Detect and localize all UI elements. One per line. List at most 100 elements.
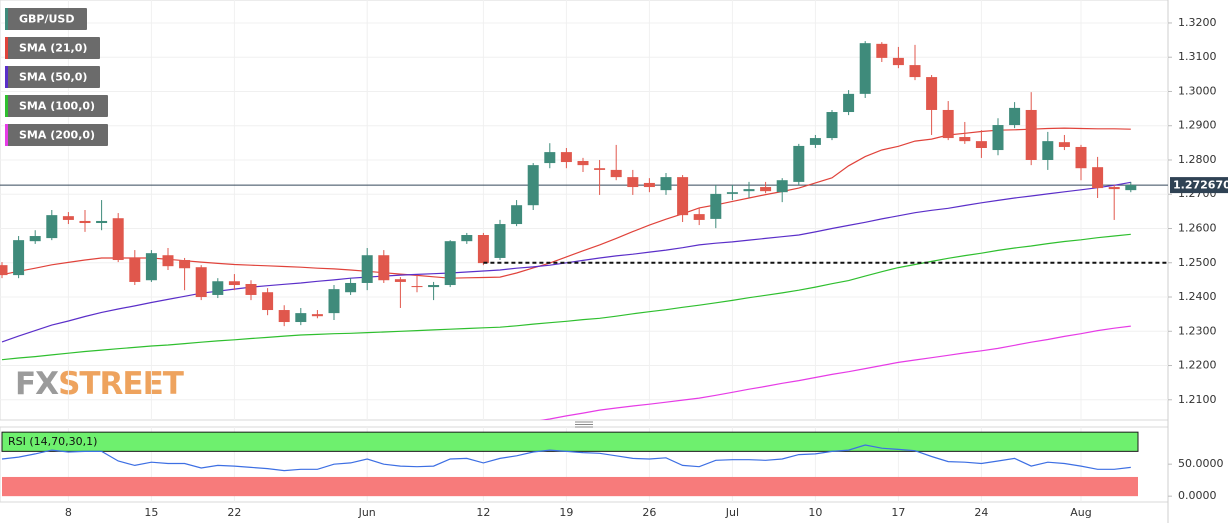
candle-body [145, 253, 157, 281]
candle-body [859, 43, 871, 94]
candle-body [577, 161, 589, 166]
x-tick-label: 17 [891, 506, 905, 519]
sma-line [1, 181, 1131, 343]
legend-label: SMA (21,0) [19, 42, 87, 55]
legend-box [5, 66, 100, 88]
y-tick-label: 1.2800 [1178, 153, 1217, 166]
legend-label: GBP/USD [19, 13, 74, 26]
candle-body [477, 235, 489, 264]
candle-body [1108, 187, 1120, 190]
candle-body [959, 137, 971, 142]
rsi-line [1, 444, 1131, 472]
candle-body [1025, 109, 1037, 160]
legend-box [5, 8, 87, 30]
legend-swatch [5, 95, 8, 117]
candle-body [494, 224, 506, 258]
candle-body [627, 177, 639, 188]
x-tick-label: 19 [559, 506, 573, 519]
y-tick-label: 1.2400 [1178, 290, 1217, 303]
candle-body [892, 57, 904, 66]
candle-body [129, 257, 141, 282]
candle-body [444, 241, 456, 286]
candle-body [1075, 146, 1087, 169]
candle-body [511, 205, 523, 225]
rsi-tick-label: 50.0000 [1178, 457, 1224, 470]
candle-body [527, 165, 539, 206]
candle-body [195, 267, 207, 298]
candle-body [760, 187, 772, 192]
candle-body [461, 235, 473, 242]
candle-body [677, 177, 689, 216]
legend-swatch [5, 66, 8, 88]
candle-body [975, 141, 987, 148]
rsi-plot [1, 427, 1139, 502]
y-tick-label: 1.2300 [1178, 324, 1217, 337]
candle-body [13, 240, 25, 276]
sma-line [1, 127, 1131, 279]
candle-body [726, 192, 738, 194]
legend-label: SMA (100,0) [19, 100, 95, 113]
candle-body [0, 265, 8, 276]
y-tick-label: 1.2900 [1178, 119, 1217, 132]
x-tick-label: Jun [358, 506, 376, 519]
candle-body [1009, 107, 1021, 126]
x-tick-label: 15 [144, 506, 158, 519]
y-tick-label: 1.2600 [1178, 221, 1217, 234]
candle-body [1042, 141, 1054, 160]
candle-body [428, 285, 440, 288]
candle-body [46, 215, 58, 239]
candle-body [992, 125, 1004, 151]
candle-body [643, 182, 655, 188]
candle-body [328, 289, 340, 314]
watermark: FXSTREET [15, 366, 184, 402]
candle-body [411, 286, 423, 288]
last-price-box [1170, 177, 1228, 194]
legend-label: SMA (200,0) [19, 129, 95, 142]
candle-body [1092, 167, 1104, 189]
legend-label: SMA (50,0) [19, 71, 87, 84]
rsi-label: RSI (14,70,30,1) [8, 435, 97, 448]
legend-box [5, 37, 100, 59]
candle-body [776, 180, 788, 193]
candle-body [693, 214, 705, 220]
candle-body [62, 216, 74, 220]
rsi-tick-label: 0.0000 [1178, 489, 1217, 502]
sma-line [539, 325, 1131, 420]
candle-body [909, 65, 921, 78]
candle-body [394, 279, 406, 282]
candle-body [311, 314, 323, 317]
x-tick-label: 12 [476, 506, 490, 519]
candle-body [179, 260, 191, 269]
candle-body [228, 281, 240, 286]
legend-swatch [5, 37, 8, 59]
y-tick-label: 1.2200 [1178, 359, 1217, 372]
candle-body [378, 255, 390, 281]
candle-body [262, 292, 274, 311]
candle-body [544, 152, 556, 164]
rsi-band [2, 476, 1138, 497]
watermark-street: STREET [58, 366, 184, 402]
candle-body [876, 43, 888, 58]
candle-body [212, 281, 224, 295]
candle-body [361, 255, 373, 283]
candle-body [809, 138, 821, 145]
price-pane [0, 0, 1169, 421]
candle-body [295, 313, 307, 323]
candle-body [1125, 184, 1137, 191]
candle-body [660, 177, 672, 191]
x-tick-label: 24 [974, 506, 988, 519]
last-price-label: 1.272670 [1173, 179, 1230, 192]
x-tick-label: 26 [642, 506, 656, 519]
candle-body [710, 193, 722, 219]
y-tick-label: 1.3200 [1178, 16, 1217, 29]
legend-box [5, 95, 108, 117]
candle-body [29, 236, 41, 242]
legend-swatch [5, 124, 8, 146]
candle-body [162, 255, 174, 267]
legend-box [5, 124, 108, 146]
x-tick-label: 22 [227, 506, 241, 519]
rsi-band [1, 431, 1139, 452]
candle-body [96, 220, 108, 224]
